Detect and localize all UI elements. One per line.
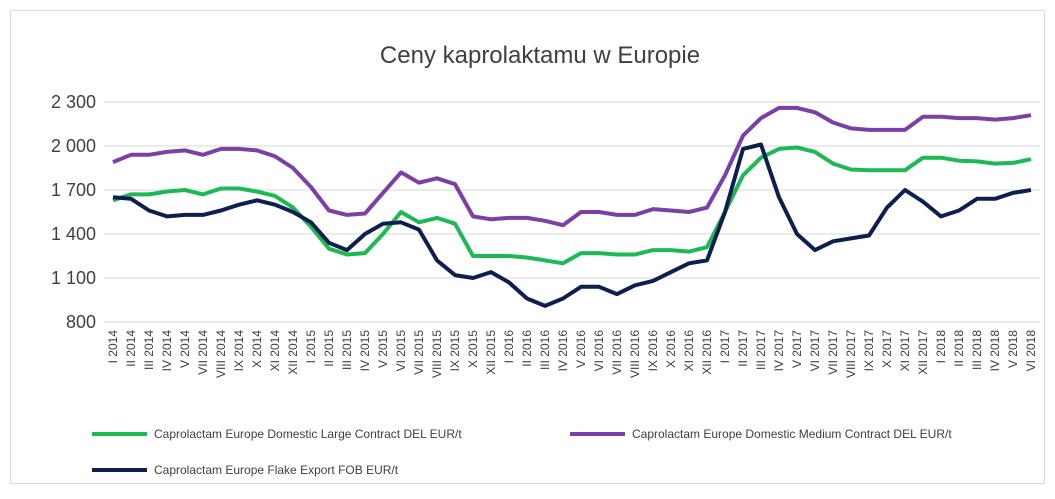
x-tick-label: I 2018 <box>934 330 948 364</box>
y-tick-label: 1 400 <box>51 224 96 244</box>
x-tick-label: XII 2015 <box>484 330 498 375</box>
x-tick-label: IV 2018 <box>988 330 1002 372</box>
x-tick-label: XII 2017 <box>916 330 930 375</box>
x-tick-label: II 2015 <box>322 330 336 367</box>
y-tick-label: 800 <box>66 312 96 332</box>
legend-label: Caprolactam Europe Domestic Medium Contr… <box>632 427 952 441</box>
x-tick-label: III 2016 <box>538 330 552 370</box>
x-tick-label: VIII 2016 <box>628 330 642 378</box>
line-series <box>112 142 1032 308</box>
x-tick-label: VIII 2014 <box>214 330 228 378</box>
x-tick-label: IV 2014 <box>160 330 174 372</box>
x-tick-label: III 2018 <box>970 330 984 370</box>
x-tick-label: II 2017 <box>736 330 750 367</box>
x-tick-label: VI 2017 <box>808 330 822 372</box>
x-tick-label: IV 2016 <box>556 330 570 372</box>
x-tick-label: X 2015 <box>466 330 480 368</box>
line-series <box>112 145 1032 266</box>
x-tick-label: VI 2018 <box>1024 330 1038 372</box>
x-tick-label: IX 2017 <box>862 330 876 372</box>
legend-label: Caprolactam Europe Domestic Large Contra… <box>154 427 462 441</box>
x-tick-label: III 2015 <box>340 330 354 370</box>
x-tick-label: III 2017 <box>754 330 768 370</box>
x-tick-label: VIII 2015 <box>430 330 444 378</box>
x-tick-label: XI 2017 <box>898 330 912 372</box>
x-tick-label: X 2014 <box>250 330 264 368</box>
x-tick-label: II 2016 <box>520 330 534 367</box>
y-tick-label: 2 300 <box>51 92 96 112</box>
x-tick-label: V 2015 <box>376 330 390 368</box>
x-tick-label: IV 2017 <box>772 330 786 372</box>
x-tick-label: VI 2015 <box>394 330 408 372</box>
x-tick-label: V 2017 <box>790 330 804 368</box>
chart-title: Ceny kaprolaktamu w Europie <box>380 42 700 69</box>
x-tick-label: X 2016 <box>664 330 678 368</box>
x-tick-label: X 2017 <box>880 330 894 368</box>
x-tick-label: XI 2016 <box>682 330 696 372</box>
x-tick-label: XI 2014 <box>268 330 282 372</box>
x-tick-label: VIII 2017 <box>844 330 858 378</box>
x-tick-label: XII 2016 <box>700 330 714 375</box>
x-tick-label: V 2018 <box>1006 330 1020 368</box>
y-tick-label: 1 100 <box>51 268 96 288</box>
x-tick-label: VII 2017 <box>826 330 840 375</box>
x-tick-label: V 2016 <box>574 330 588 368</box>
x-tick-label: IX 2016 <box>646 330 660 372</box>
y-tick-label: 1 700 <box>51 180 96 200</box>
x-tick-label: VII 2016 <box>610 330 624 375</box>
x-tick-label: IX 2014 <box>232 330 246 372</box>
legend-label: Caprolactam Europe Flake Export FOB EUR/… <box>154 463 399 477</box>
x-tick-label: V 2014 <box>178 330 192 368</box>
x-tick-label: I 2017 <box>718 330 732 364</box>
x-tick-label: IX 2015 <box>448 330 462 372</box>
x-tick-label: III 2014 <box>142 330 156 370</box>
x-tick-label: I 2014 <box>106 330 120 364</box>
x-tick-label: II 2018 <box>952 330 966 367</box>
x-tick-label: VII 2015 <box>412 330 426 375</box>
x-tick-label: XII 2014 <box>286 330 300 375</box>
x-tick-label: IV 2015 <box>358 330 372 372</box>
x-tick-label: VI 2016 <box>592 330 606 372</box>
chart-border <box>10 10 1045 484</box>
x-tick-label: I 2015 <box>304 330 318 364</box>
line-series <box>112 105 1032 228</box>
x-tick-label: VII 2014 <box>196 330 210 375</box>
x-tick-label: I 2016 <box>502 330 516 364</box>
y-tick-label: 2 000 <box>51 136 96 156</box>
x-tick-label: II 2014 <box>124 330 138 367</box>
